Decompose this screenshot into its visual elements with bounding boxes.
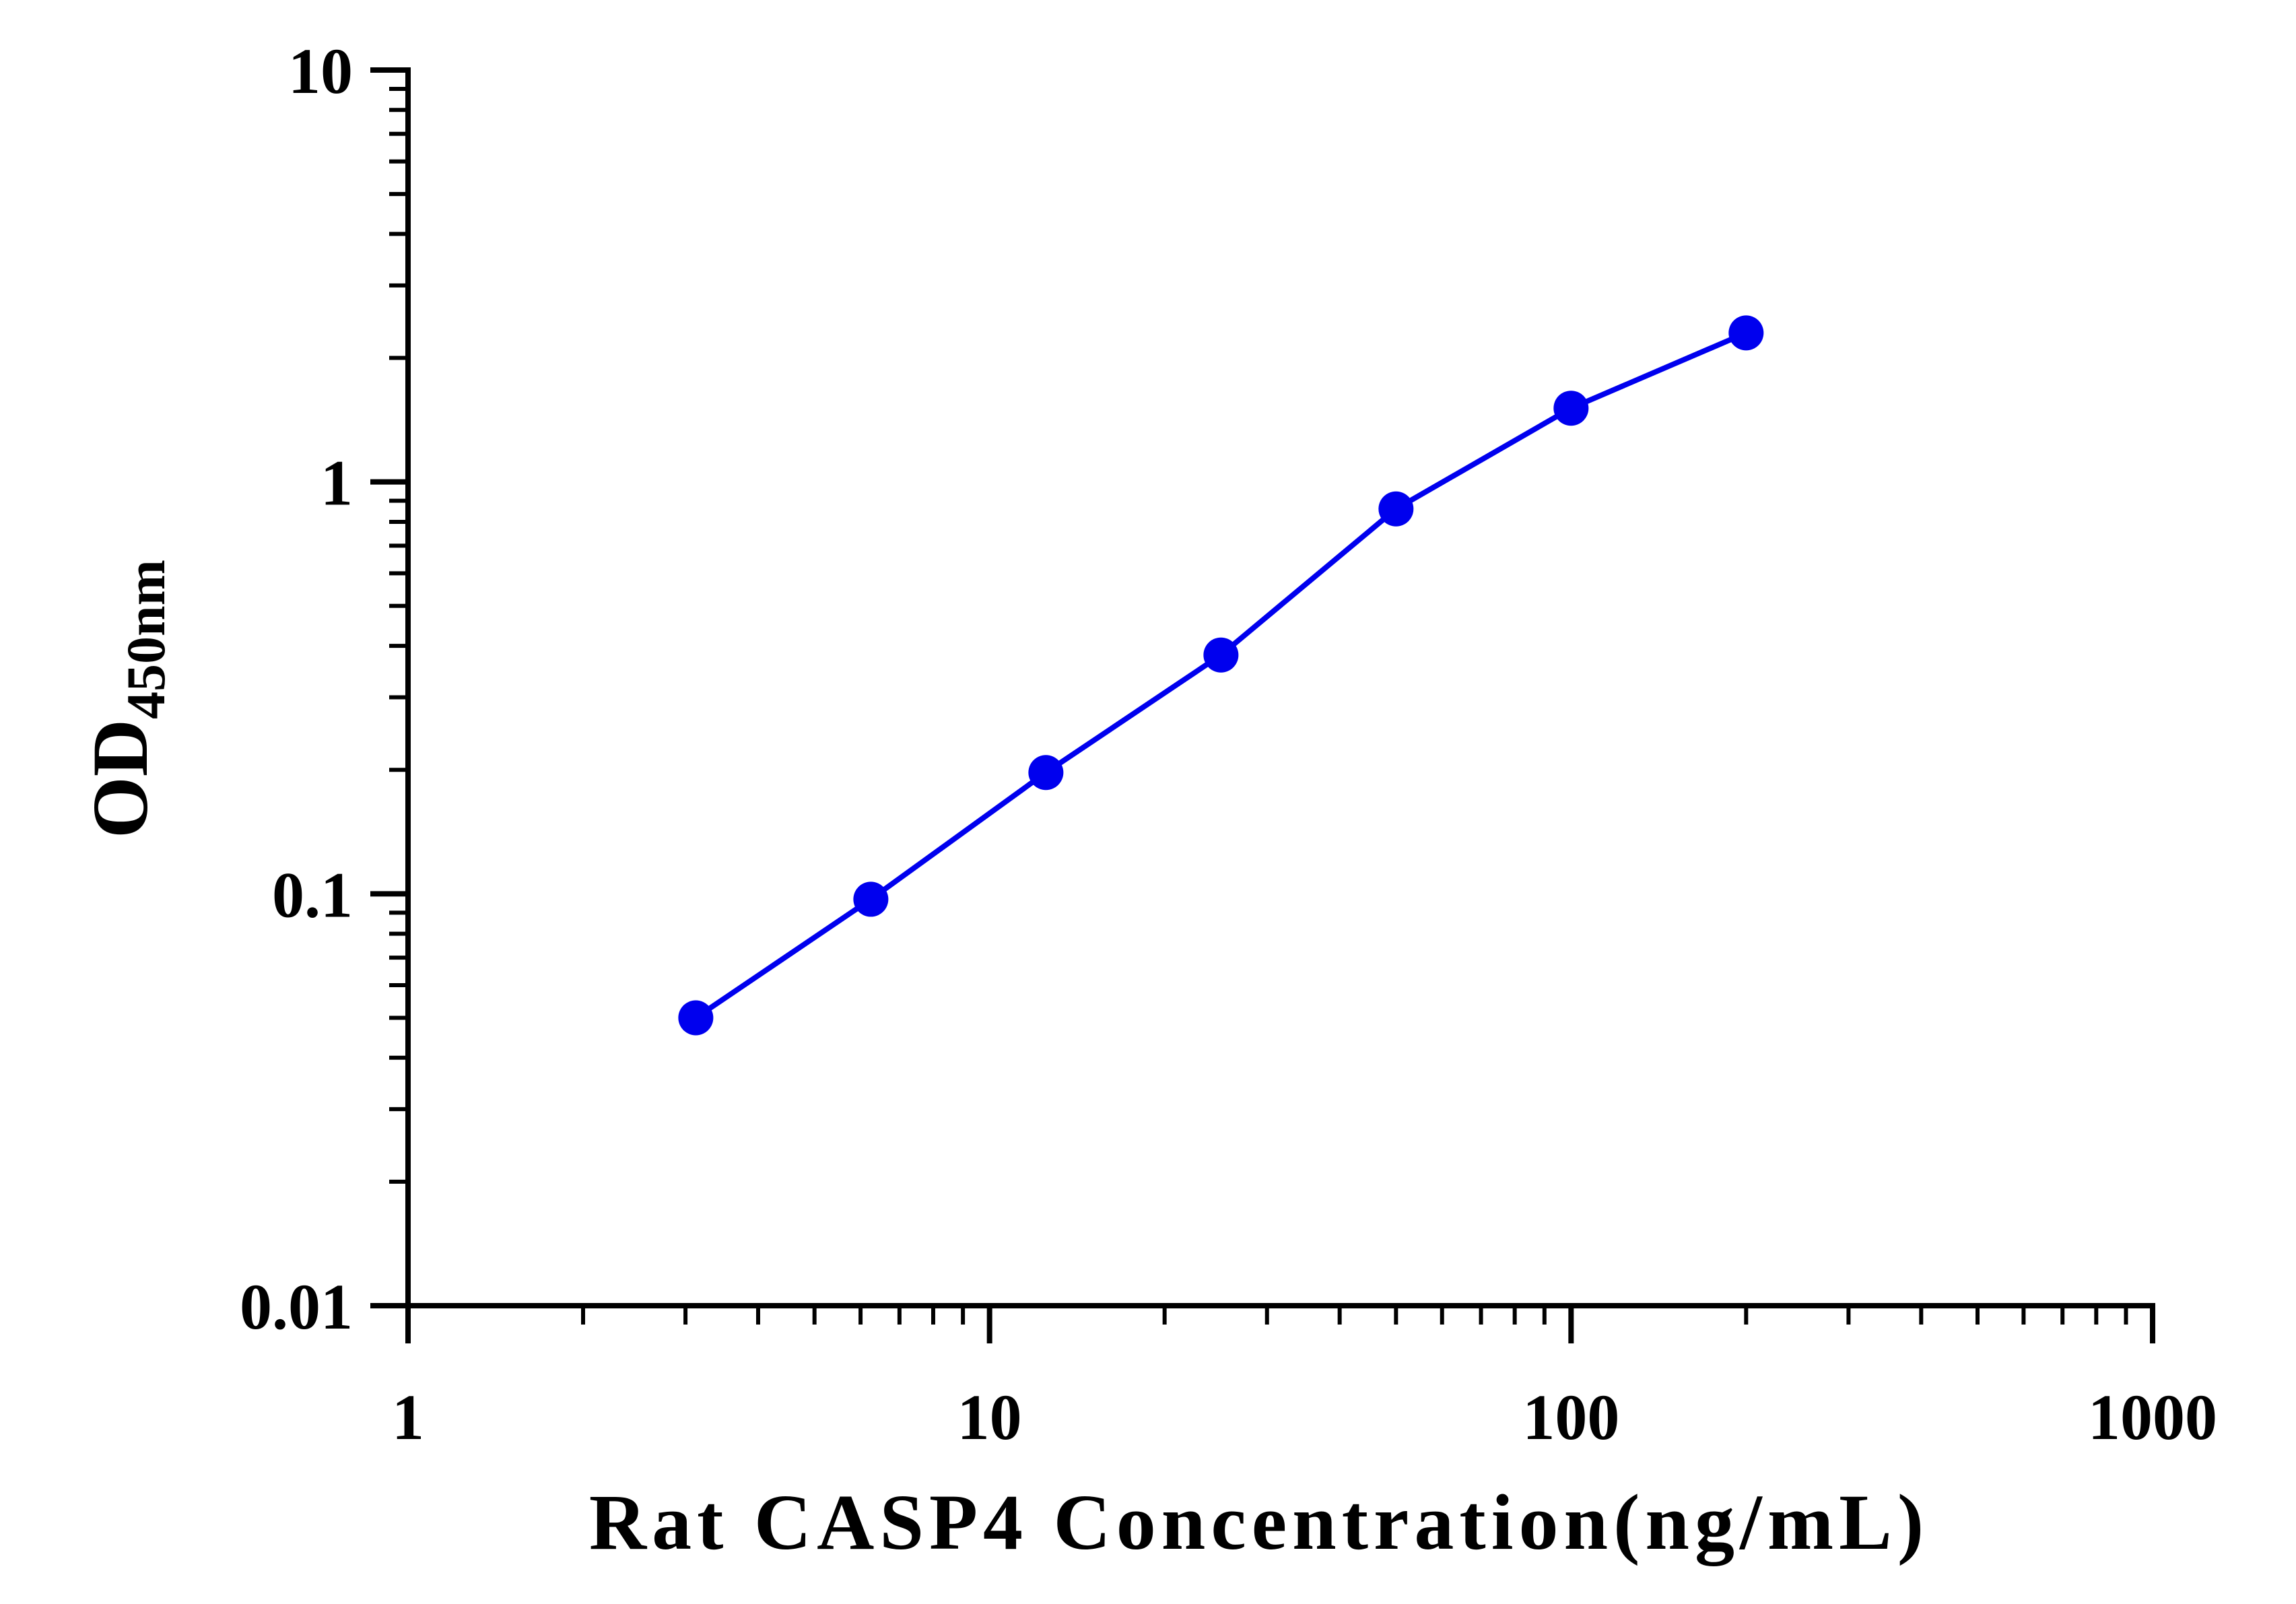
data-point xyxy=(1203,637,1239,673)
data-point xyxy=(1028,755,1064,791)
y-axis-title-main: OD xyxy=(76,719,164,838)
y-tick-label: 10 xyxy=(288,35,353,107)
x-tick-label: 1 xyxy=(392,1381,424,1453)
y-tick-label: 0.1 xyxy=(272,859,353,931)
x-tick-labels: 1 10 100 1000 xyxy=(392,1381,2217,1453)
data-point xyxy=(1553,391,1589,426)
y-tick-label: 1 xyxy=(320,447,353,519)
y-axis-title-subscript: 450nm xyxy=(115,560,176,719)
y-tick-label: 0.01 xyxy=(240,1271,353,1343)
data-point xyxy=(1378,491,1414,527)
data-point xyxy=(853,881,889,917)
y-axis-title: OD450nm xyxy=(76,560,176,838)
x-tick-label: 100 xyxy=(1522,1381,1619,1453)
series-line xyxy=(694,330,1747,1020)
minor-ticks xyxy=(389,86,2128,1325)
major-ticks xyxy=(370,67,2155,1343)
data-point xyxy=(678,1000,714,1036)
y-tick-labels: 10 1 0.1 0.01 xyxy=(240,35,353,1343)
x-axis-title: Rat CASP4 Concentration(ng/mL) xyxy=(589,1478,1929,1566)
data-point xyxy=(1728,315,1764,351)
x-tick-label: 10 xyxy=(957,1381,1022,1453)
x-tick-label: 1000 xyxy=(2088,1381,2217,1453)
series-layer xyxy=(678,315,1764,1036)
